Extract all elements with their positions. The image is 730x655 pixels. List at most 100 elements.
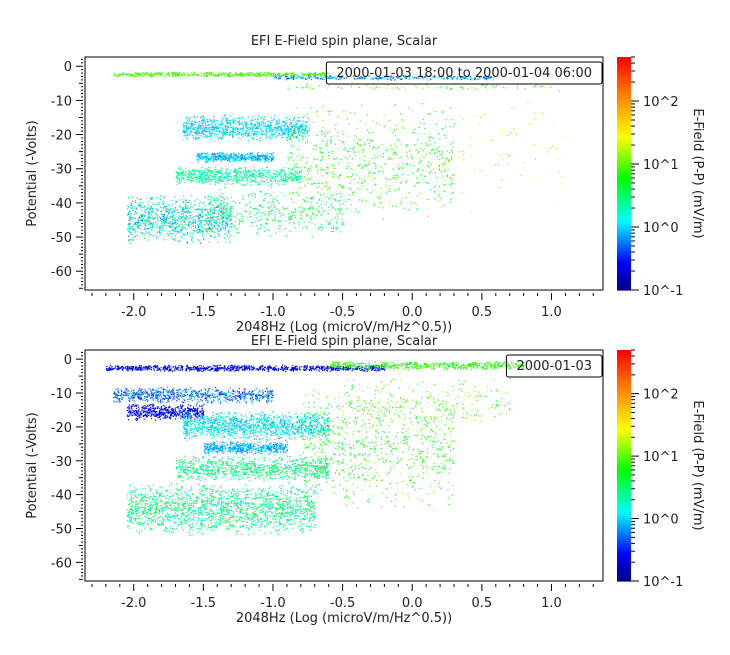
data-point [177, 209, 178, 210]
data-point [322, 72, 323, 73]
data-point [186, 126, 187, 127]
data-point [277, 183, 278, 184]
data-point [317, 192, 318, 193]
data-point [273, 119, 274, 120]
data-point [184, 122, 185, 123]
data-point [436, 124, 437, 125]
data-point [311, 165, 312, 166]
data-point [513, 138, 514, 139]
data-point [218, 127, 219, 128]
data-point [396, 206, 397, 207]
data-point [271, 183, 272, 184]
data-point [274, 170, 275, 171]
data-point [225, 156, 226, 157]
data-point [200, 180, 201, 181]
data-point [500, 132, 501, 133]
data-point [204, 119, 205, 120]
data-point [194, 231, 195, 232]
data-point [271, 120, 272, 121]
data-point [290, 216, 291, 217]
data-point [160, 220, 161, 221]
data-point [303, 136, 304, 137]
data-point [255, 132, 256, 133]
data-point [261, 174, 262, 175]
data-point [230, 170, 231, 171]
data-point [268, 207, 269, 208]
data-point [372, 158, 373, 159]
data-point [293, 160, 294, 161]
data-point [406, 146, 407, 147]
data-point [535, 85, 536, 86]
data-point [375, 163, 376, 164]
data-point [267, 121, 268, 122]
data-point [232, 183, 233, 184]
data-point [291, 146, 292, 147]
data-point [157, 215, 158, 216]
data-point [179, 73, 180, 74]
data-point [375, 166, 376, 167]
data-point [298, 179, 299, 180]
data-point [207, 173, 208, 174]
data-point [216, 134, 217, 135]
data-point [278, 122, 279, 123]
data-point [314, 183, 315, 184]
data-point [168, 73, 169, 74]
data-point [425, 143, 426, 144]
data-point [292, 72, 293, 73]
data-point [556, 148, 557, 149]
data-point [271, 154, 272, 155]
data-point [349, 188, 350, 189]
data-point [210, 211, 211, 212]
data-point [371, 141, 372, 142]
data-point [375, 168, 376, 169]
data-point [279, 220, 280, 221]
data-point [270, 124, 271, 125]
data-point [195, 135, 196, 136]
data-point [261, 176, 262, 177]
data-point [246, 172, 247, 173]
data-point [348, 136, 349, 137]
data-point [197, 156, 198, 157]
data-point [294, 131, 295, 132]
data-point [242, 185, 243, 186]
data-point [132, 197, 133, 198]
data-point [447, 88, 448, 89]
data-point [182, 226, 183, 227]
data-point [157, 232, 158, 233]
data-point [258, 184, 259, 185]
data-point [177, 175, 178, 176]
data-point [236, 229, 237, 230]
data-point [299, 135, 300, 136]
data-point [150, 209, 151, 210]
data-point [217, 221, 218, 222]
data-point [183, 216, 184, 217]
data-point [300, 177, 301, 178]
data-point [233, 181, 234, 182]
data-point [243, 74, 244, 75]
data-point [400, 203, 401, 204]
data-point [258, 156, 259, 157]
data-point [142, 220, 143, 221]
data-point [229, 123, 230, 124]
data-point [243, 132, 244, 133]
data-point [178, 218, 179, 219]
data-point [215, 182, 216, 183]
data-point [160, 234, 161, 235]
data-point [300, 176, 301, 177]
data-point [357, 182, 358, 183]
data-point [278, 185, 279, 186]
data-point [291, 199, 292, 200]
data-point [199, 122, 200, 123]
data-point [247, 128, 248, 129]
data-point [435, 152, 436, 153]
data-point [301, 212, 302, 213]
data-point [291, 153, 292, 154]
data-point [550, 147, 551, 148]
data-point [202, 121, 203, 122]
data-point [368, 175, 369, 176]
data-point [203, 202, 204, 203]
data-point [279, 210, 280, 211]
data-point [174, 222, 175, 223]
data-point [317, 172, 318, 173]
data-point [320, 76, 321, 77]
